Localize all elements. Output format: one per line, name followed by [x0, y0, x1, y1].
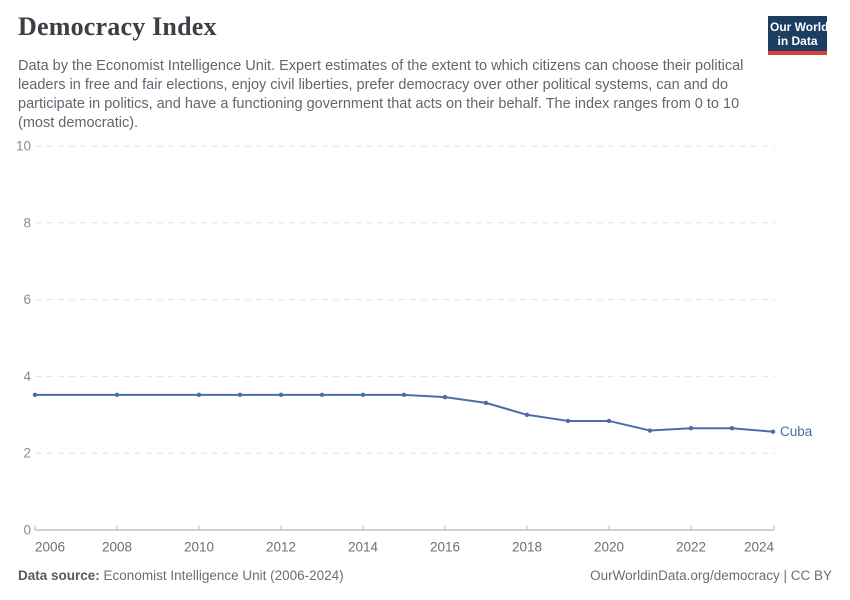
data-point-cuba-2019[interactable] — [565, 418, 571, 424]
x-tick-label: 2016 — [430, 540, 460, 555]
footer-separator: | — [779, 568, 791, 583]
y-tick-label: 0 — [23, 523, 31, 538]
x-tick-label: 2020 — [594, 540, 624, 555]
data-point-cuba-2023[interactable] — [729, 426, 735, 431]
series-line-cuba[interactable] — [34, 393, 774, 433]
data-source-value: Economist Intelligence Unit (2006-2024) — [103, 568, 344, 583]
data-source-note: Data source: Economist Intelligence Unit… — [18, 568, 344, 583]
data-point-cuba-2018[interactable] — [524, 412, 530, 417]
x-tick-label: 2014 — [348, 540, 379, 555]
x-tick-label: 2008 — [102, 540, 132, 555]
owid-logo[interactable]: Our World in Data — [768, 16, 829, 55]
license-label: CC BY — [790, 568, 832, 583]
data-point-cuba-2020[interactable] — [606, 418, 612, 424]
data-point-cuba-2011[interactable] — [237, 392, 243, 398]
data-point-cuba-2008[interactable] — [114, 392, 120, 398]
footer-attribution: OurWorldinData.org/democracy | CC BY — [590, 568, 832, 583]
data-point-cuba-2012[interactable] — [278, 392, 284, 398]
data-source-label: Data source: — [18, 568, 100, 583]
x-tick-label: 2012 — [266, 540, 296, 555]
y-tick-label: 10 — [16, 139, 31, 154]
data-point-cuba-2022[interactable] — [688, 426, 694, 431]
y-tick-label: 4 — [23, 369, 31, 384]
x-tick-label: 2024 — [744, 540, 775, 555]
data-point-cuba-2013[interactable] — [319, 392, 325, 398]
y-tick-label: 8 — [23, 215, 31, 230]
x-tick-label: 2010 — [184, 540, 214, 555]
data-point-cuba-2015[interactable] — [401, 392, 407, 398]
x-tick-label: 2022 — [676, 540, 706, 555]
data-point-cuba-2021[interactable] — [647, 428, 653, 433]
data-point-cuba-2016[interactable] — [442, 394, 448, 400]
x-tick-label: 2018 — [512, 540, 542, 555]
owid-logo-text-line2: in Data — [777, 34, 818, 48]
entity-label-cuba[interactable]: Cuba — [780, 424, 813, 439]
data-point-cuba-2006[interactable] — [32, 392, 38, 398]
chart-description: Data by the Economist Intelligence Unit.… — [18, 58, 744, 131]
owid-logo-text-line1: Our World — [770, 20, 829, 34]
data-point-cuba-2010[interactable] — [196, 392, 202, 398]
data-point-cuba-2024[interactable] — [770, 429, 776, 434]
data-point-cuba-2017[interactable] — [483, 400, 489, 406]
data-point-cuba-2014[interactable] — [360, 392, 366, 398]
x-tick-label: 2006 — [35, 540, 65, 555]
y-tick-label: 6 — [23, 292, 31, 307]
y-tick-label: 2 — [23, 446, 31, 461]
owid-url-link[interactable]: OurWorldinData.org/democracy — [590, 568, 780, 583]
page-title: Democracy Index — [18, 12, 217, 41]
chart-footer: Data source: Economist Intelligence Unit… — [18, 568, 832, 583]
